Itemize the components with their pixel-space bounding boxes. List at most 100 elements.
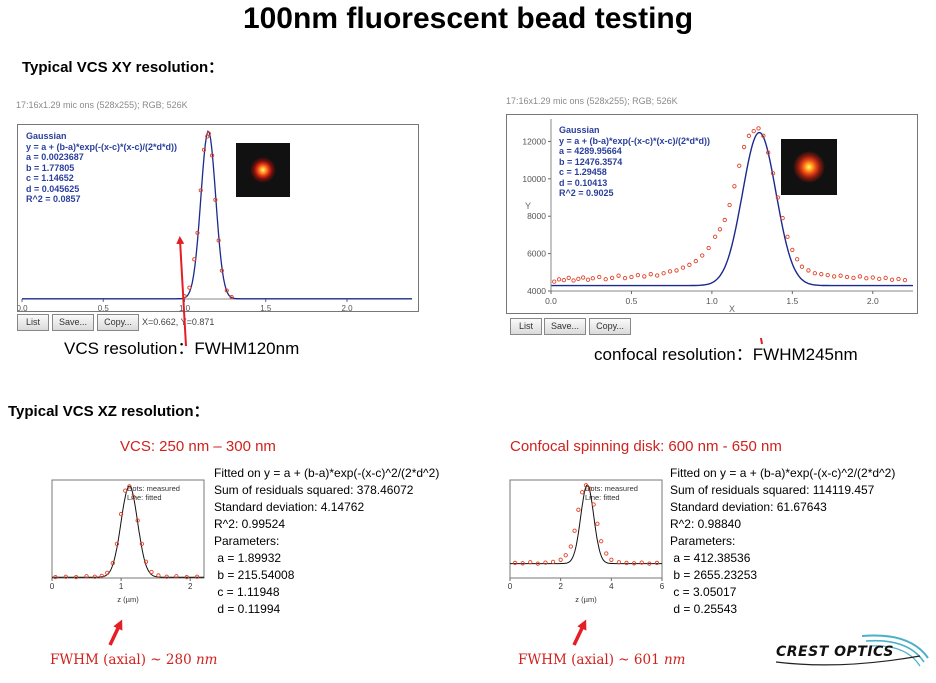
fwhm-unit: nm: [663, 652, 686, 668]
fit-eq: y = a + (b-a)*exp(-(x-c)*(x-c)/(2*d*d)): [559, 135, 711, 146]
measured-point: [741, 144, 747, 150]
measured-point: [219, 268, 224, 273]
measured-point: [149, 569, 154, 575]
xy-right-plot-window: 17:16x1.29 mic ons (528x255); RGB; 526K …: [504, 96, 920, 338]
x-tick-label: 2.0: [867, 296, 879, 306]
measured-point: [118, 511, 124, 517]
fit-line: c = 3.05017: [670, 585, 737, 599]
measured-point: [556, 277, 562, 282]
page-title: 100nm fluorescent bead testing: [242, 2, 694, 35]
measured-point: [642, 274, 647, 279]
list-button[interactable]: List: [17, 314, 49, 331]
save-button[interactable]: Save...: [544, 318, 586, 335]
cursor-readout: X=0.662, Y=0.871: [142, 317, 215, 327]
x-tick-label: 0: [50, 582, 55, 591]
measured-point: [609, 275, 615, 281]
measured-point: [164, 574, 169, 579]
x-tick-label: 2: [188, 582, 193, 591]
measured-point: [806, 268, 811, 273]
copy-button[interactable]: Copy...: [589, 318, 631, 335]
xz-left-range: VCS: 250 nm – 300 nm: [120, 438, 276, 455]
y-tick-label: 8000: [527, 211, 546, 221]
measured-point: [838, 273, 843, 278]
measured-point: [799, 264, 805, 269]
measured-point: [825, 272, 830, 278]
measured-point: [877, 276, 882, 281]
x-tick-label: 6: [660, 582, 665, 591]
fit-annotation: Gaussian y = a + (b-a)*exp(-(x-c)*(x-c)/…: [559, 125, 710, 199]
measured-point: [648, 272, 653, 277]
measured-point: [795, 257, 800, 262]
measured-point: [722, 217, 727, 223]
legend-fitted: Line: fitted: [585, 493, 620, 502]
measured-point: [667, 269, 673, 274]
measured-point: [127, 484, 132, 489]
fit-line: Fitted on y = a + (b-a)*exp(-(x-c)^2/(2*…: [670, 466, 896, 480]
measured-point: [192, 257, 197, 262]
window-title: 17:16x1.29 mic ons (528x255); RGB; 526K: [16, 100, 188, 110]
plot-frame: 0.0 0.5 1.0 1.5 2.0 Gaussian y = a + (b-a)*e…: [17, 124, 419, 312]
x-axis-label: z (µm): [117, 595, 139, 604]
fit-name: Gaussian: [559, 125, 600, 135]
measured-point: [622, 275, 628, 281]
measured-point: [210, 153, 215, 158]
measured-point: [206, 131, 211, 136]
caption-value: FWHM120nm: [194, 339, 300, 358]
measured-point: [631, 561, 637, 566]
fit-line: b = 2655.23253: [670, 568, 758, 582]
measured-point: [603, 277, 608, 282]
measured-point: [568, 544, 573, 549]
measured-point: [587, 486, 592, 491]
xz-right-plot: 0 2 4 6 Dots: measured Line: fitted z (µm): [508, 479, 665, 604]
fit-line: Fitted on y = a + (b-a)*exp(-(x-c)^2/(2*…: [214, 466, 440, 480]
x-tick-label: 2: [558, 582, 563, 591]
measured-point: [576, 276, 581, 281]
copy-button[interactable]: Copy...: [97, 314, 139, 331]
measured-point: [184, 574, 189, 580]
fwhm-label: FWHM (axial) ~ 601: [518, 652, 664, 668]
plot-area: [509, 479, 663, 579]
x-tick-label: 1.0: [706, 296, 718, 306]
measured-point: [194, 574, 200, 579]
measured-point: [195, 230, 200, 235]
fit-annotation: Gaussian y = a + (b-a)*exp(-(x-c)*(x-c)/…: [26, 131, 177, 205]
measured-point: [156, 573, 161, 578]
fit-name: Gaussian: [26, 131, 67, 141]
measured-point: [213, 197, 218, 202]
section-xy-heading: Typical VCS XY resolution：: [22, 59, 224, 76]
measured-point: [712, 234, 718, 239]
measured-point: [591, 502, 596, 507]
xy-left-chart: 0.0 0.5 1.0 1.5 2.0: [18, 130, 412, 311]
measured-point: [53, 574, 58, 580]
crest-optics-logo: CREST OPTICS: [770, 628, 930, 678]
save-button[interactable]: Save...: [52, 314, 94, 331]
measured-point: [550, 559, 556, 565]
measured-point: [595, 521, 600, 526]
measured-point: [687, 262, 692, 267]
measured-point: [896, 276, 901, 282]
window-title: 17:16x1.29 mic ons (528x255); RGB; 526K: [506, 96, 678, 106]
fit-line: d = 0.11994: [214, 602, 281, 616]
measured-point: [512, 560, 518, 566]
fit-line: Standard deviation: 4.14762: [214, 500, 365, 514]
fit-line: b = 215.54008: [214, 568, 295, 582]
measured-point: [131, 494, 136, 500]
y-tick-label: 6000: [527, 249, 546, 259]
x-tick-label: 0.0: [18, 304, 28, 311]
list-button[interactable]: List: [510, 318, 542, 335]
measured-point: [746, 133, 752, 138]
measured-point: [832, 274, 837, 279]
measured-point: [143, 559, 149, 564]
measured-point: [229, 295, 234, 300]
measured-point: [224, 288, 229, 293]
legend-measured: Dots: measured: [127, 484, 180, 493]
measured-point: [775, 195, 781, 200]
measured-point: [571, 278, 576, 283]
measured-point: [844, 274, 850, 280]
x-tick-label: 2.0: [341, 304, 353, 311]
measured-point: [616, 560, 622, 565]
measured-point: [727, 202, 732, 208]
measured-point: [99, 573, 104, 579]
xz-left-plot: 0 1 2 Dots: measured Line: fitted z (µm): [50, 479, 205, 604]
fit-line: Sum of residuals squared: 114119.457: [670, 483, 875, 497]
